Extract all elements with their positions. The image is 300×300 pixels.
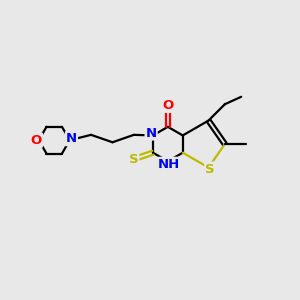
Text: N: N (146, 127, 157, 140)
Text: O: O (31, 134, 42, 147)
Text: NH: NH (158, 158, 180, 171)
Text: N: N (66, 132, 77, 145)
Text: S: S (129, 153, 138, 166)
Text: O: O (162, 99, 173, 112)
Text: S: S (205, 163, 215, 176)
